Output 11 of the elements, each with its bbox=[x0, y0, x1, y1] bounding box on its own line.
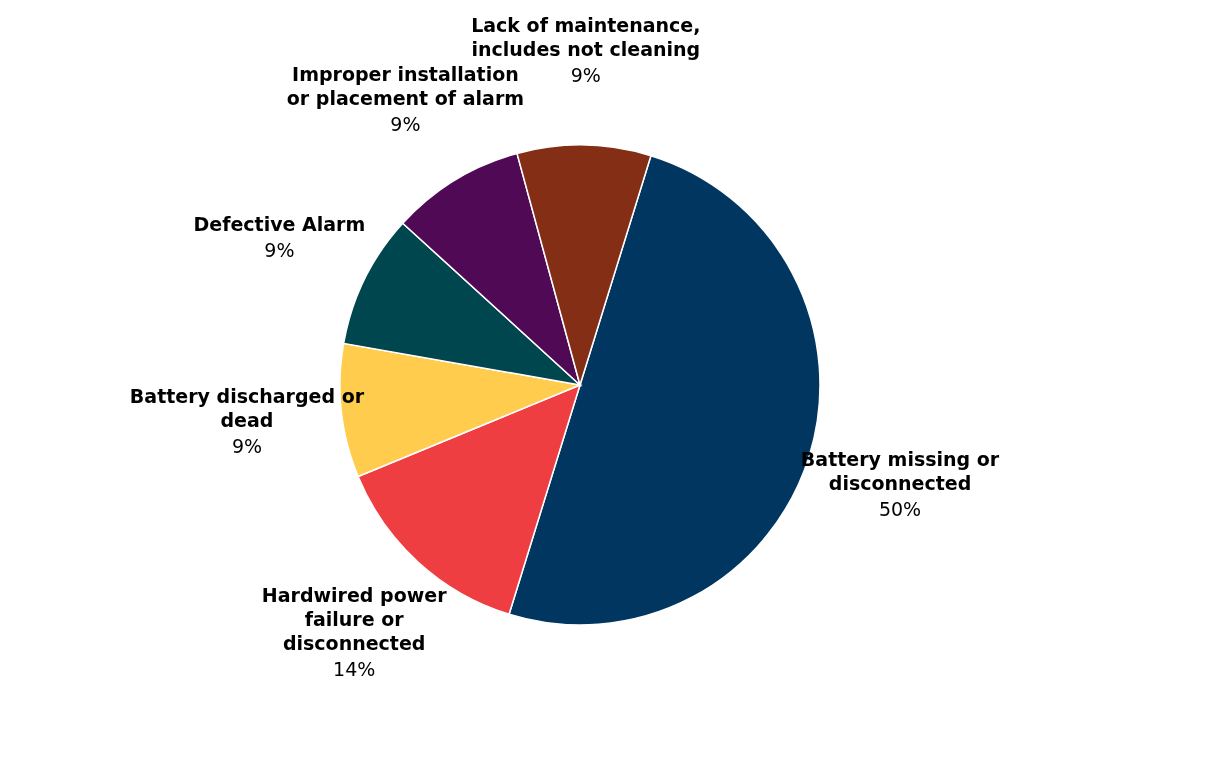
data-label: 14% bbox=[333, 658, 376, 681]
slice-label: Battery discharged or dead bbox=[129, 385, 365, 432]
slice-label: Defective Alarm bbox=[193, 213, 366, 236]
data-label: 50% bbox=[878, 498, 922, 520]
data-label: 9% bbox=[390, 113, 421, 136]
slice-label: Hardwired power failure or disconnected bbox=[261, 584, 448, 655]
slice-label: Improper installation or placement of alarm bbox=[286, 63, 525, 110]
data-label: 9% bbox=[231, 435, 263, 458]
data-label: 9% bbox=[570, 64, 601, 87]
slice-label: Lack of maintenance, includes not cleaning bbox=[471, 14, 701, 61]
data-label: 9% bbox=[264, 239, 295, 262]
